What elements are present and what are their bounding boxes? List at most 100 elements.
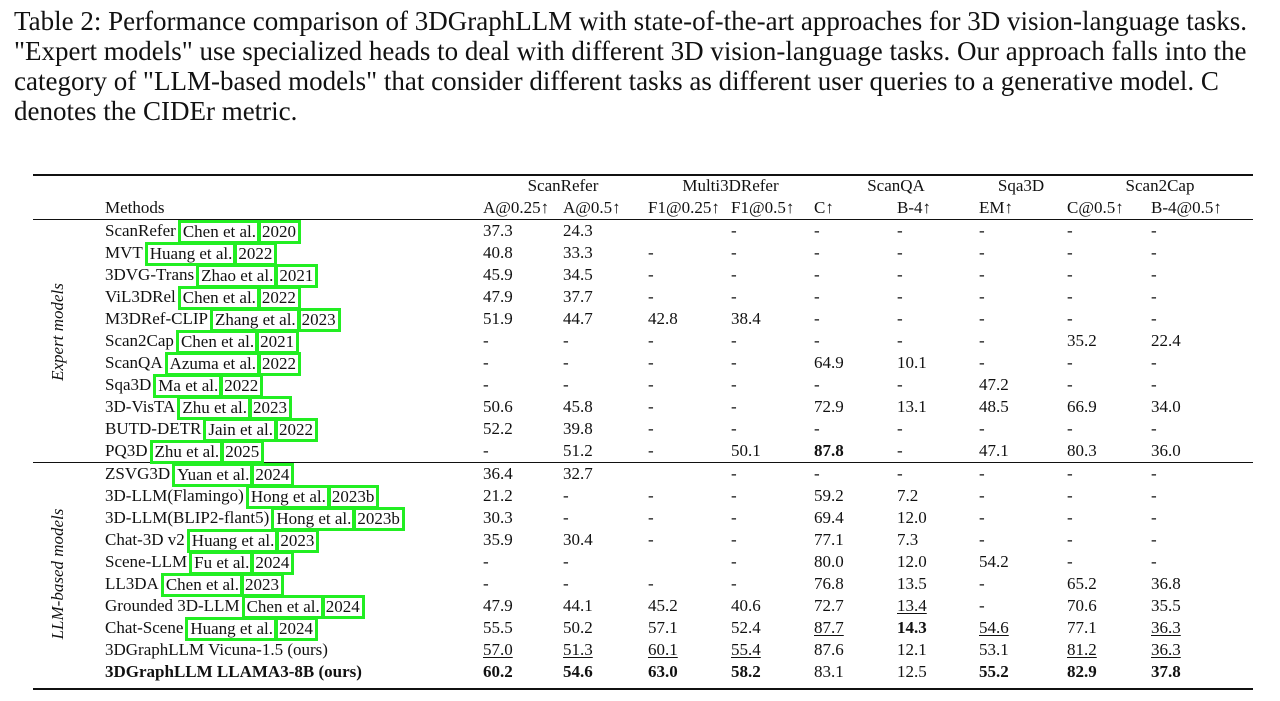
citation-year: 2022 xyxy=(233,242,278,266)
dataset-header: ScanQA xyxy=(867,176,925,195)
table-cell: 64.9 xyxy=(814,353,844,372)
table-cell: 10.1 xyxy=(897,353,927,372)
citation-year: 2021 xyxy=(255,330,300,354)
method-name: Sqa3D xyxy=(105,375,152,394)
table-cell: - xyxy=(979,574,985,593)
table-cell: - xyxy=(897,441,903,460)
citation-year: 2024 xyxy=(273,617,318,641)
table-cell: - xyxy=(979,221,985,240)
table-cell: - xyxy=(1067,552,1073,571)
table-cell: 77.1 xyxy=(814,530,844,549)
table-cell: - xyxy=(483,552,489,571)
table-cell: 37.3 xyxy=(483,221,513,240)
table-cell: 47.9 xyxy=(483,287,513,306)
table-cell: 51.3 xyxy=(563,640,593,659)
table-cell: 72.9 xyxy=(814,397,844,416)
citation-author: Ma et al. xyxy=(153,374,224,398)
table-cell: 30.4 xyxy=(563,530,593,549)
table-cell: - xyxy=(731,552,737,571)
table-cell: 13.1 xyxy=(897,397,927,416)
table-cell: - xyxy=(483,331,489,350)
table-cell: - xyxy=(814,243,820,262)
table-cell: 36.4 xyxy=(483,464,513,483)
table-cell: - xyxy=(979,508,985,527)
table-cell: 7.2 xyxy=(897,486,919,505)
table-cell: - xyxy=(1067,221,1073,240)
table-cell: - xyxy=(897,287,903,306)
table-cell: 40.8 xyxy=(483,243,513,262)
method-name: M3DRef-CLIP xyxy=(105,309,208,328)
method-name: ZSVG3D xyxy=(105,464,171,483)
table-cell: - xyxy=(897,375,903,394)
table-cell: - xyxy=(1067,486,1073,505)
metric-header: A@0.25↑ xyxy=(483,198,550,217)
citation-author: Hong et al. xyxy=(271,507,357,531)
citation-year: 2022 xyxy=(219,374,264,398)
table-cell: 76.8 xyxy=(814,574,844,593)
methods-header: Methods xyxy=(105,198,165,217)
table-cell: 55.4 xyxy=(731,640,761,659)
citation-year: 2022 xyxy=(256,286,301,310)
metric-header: EM↑ xyxy=(979,198,1013,217)
table-cell: 44.7 xyxy=(563,309,593,328)
table-cell: 35.2 xyxy=(1067,331,1097,350)
table-cell: - xyxy=(814,464,820,483)
table-cell: 24.3 xyxy=(563,221,593,240)
table-cell: - xyxy=(979,265,985,284)
table-cell: 70.6 xyxy=(1067,596,1097,615)
table-cell: 7.3 xyxy=(897,530,919,549)
table-cell: 55.2 xyxy=(979,662,1009,681)
table-cell: 32.7 xyxy=(563,464,593,483)
table-cell: - xyxy=(648,353,654,372)
table-cell: 80.0 xyxy=(814,552,844,571)
table-cell: 35.5 xyxy=(1151,596,1181,615)
method-name: 3D-LLM(BLIP2-flant5) xyxy=(105,508,270,527)
table-cell: - xyxy=(979,353,985,372)
citation-year: 2022 xyxy=(257,352,301,376)
citation-year: 2023 xyxy=(248,396,293,420)
citation-author: Chen et al. xyxy=(175,330,260,354)
table-cell: 13.5 xyxy=(897,574,927,593)
metric-header: C↑ xyxy=(814,198,834,217)
dataset-header: Sqa3D xyxy=(997,176,1045,195)
group-rule xyxy=(33,462,1253,463)
table-cell: 22.4 xyxy=(1151,331,1181,350)
table-cell: - xyxy=(648,530,654,549)
bottom-rule xyxy=(33,688,1253,690)
table-cell: - xyxy=(814,419,820,438)
citation-author: Zhang et al. xyxy=(209,308,301,332)
table-cell: 87.6 xyxy=(814,640,844,659)
table-cell: 47.9 xyxy=(483,596,513,615)
table-cell: - xyxy=(814,221,820,240)
table-cell: - xyxy=(979,243,985,262)
dataset-header: Multi3DRefer xyxy=(682,176,779,195)
table-cell: 83.1 xyxy=(814,662,844,681)
table-cell: - xyxy=(979,309,985,328)
table-cell: - xyxy=(897,419,903,438)
method-name: Chat-Scene xyxy=(105,618,184,637)
method-name: Scan2Cap xyxy=(105,331,174,350)
table-cell: - xyxy=(563,375,569,394)
table-cell: 69.4 xyxy=(814,508,844,527)
table-cell: - xyxy=(731,464,737,483)
method-name: MVT xyxy=(105,243,143,262)
table-cell: - xyxy=(563,331,569,350)
citation-author: Chen et al. xyxy=(241,595,325,619)
table-cell: - xyxy=(979,464,985,483)
table-cell: 87.8 xyxy=(814,441,844,460)
table-cell: - xyxy=(1151,530,1157,549)
citation-year: 2023 xyxy=(275,529,320,553)
table-cell: 54.2 xyxy=(979,552,1009,571)
table-cell: - xyxy=(731,287,737,306)
table-cell: - xyxy=(1151,508,1157,527)
table-cell: - xyxy=(897,221,903,240)
table-cell: - xyxy=(1067,309,1073,328)
table-cell: 44.1 xyxy=(563,596,593,615)
method-name: 3D-VisTA xyxy=(105,397,176,416)
table-cell: 51.9 xyxy=(483,309,513,328)
citation-year: 2023b xyxy=(352,507,405,531)
table-cell: 36.3 xyxy=(1151,618,1181,637)
header-rule xyxy=(33,219,1253,220)
table-cell: - xyxy=(731,574,737,593)
table-cell: 48.5 xyxy=(979,397,1009,416)
